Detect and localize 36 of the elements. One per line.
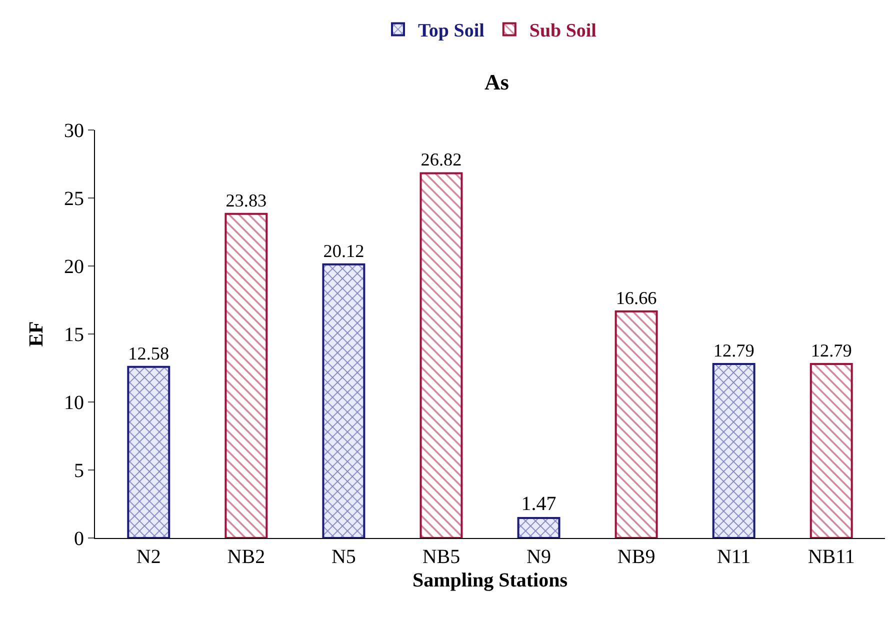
x-tick-label: N5 — [331, 546, 356, 568]
bar — [810, 363, 853, 538]
x-tick-label: N9 — [526, 546, 551, 568]
y-tick-label: 20 — [64, 256, 84, 278]
x-tick-label: NB5 — [422, 546, 460, 568]
x-tick-label: NB11 — [808, 546, 855, 568]
text: Top Soil — [418, 20, 484, 42]
x-axis-title: Sampling Stations — [412, 570, 568, 592]
data-label: 1.47 — [521, 493, 556, 516]
bar — [420, 172, 463, 538]
data-label: 12.79 — [713, 340, 754, 361]
x-tick-label: N2 — [136, 546, 161, 568]
bar — [224, 212, 268, 538]
y-tick-label: 0 — [74, 528, 84, 550]
y-tick-label: 30 — [64, 120, 84, 142]
bar — [517, 517, 560, 538]
data-label: 12.79 — [810, 340, 852, 361]
data-label: 12.58 — [128, 343, 170, 364]
bar — [614, 310, 658, 538]
x-tick-label: NB2 — [227, 546, 266, 568]
data-label: 16.66 — [616, 288, 657, 308]
bar — [322, 263, 366, 538]
x-tick-label: NB9 — [617, 546, 656, 568]
bar — [712, 363, 756, 538]
data-label: 26.82 — [420, 150, 462, 170]
y-tick-label: 10 — [64, 392, 84, 414]
chart-title: As — [484, 70, 510, 95]
y-tick-label: 15 — [64, 324, 84, 346]
data-label: 23.83 — [226, 190, 267, 210]
x-tick-label: N11 — [716, 546, 751, 568]
bar — [127, 366, 170, 538]
text: Sub Soil — [529, 20, 596, 42]
data-label: 20.12 — [323, 240, 364, 261]
y-tick-label: 5 — [74, 460, 84, 482]
y-tick-label: 25 — [64, 188, 84, 210]
y-axis-title: EF — [26, 321, 48, 347]
